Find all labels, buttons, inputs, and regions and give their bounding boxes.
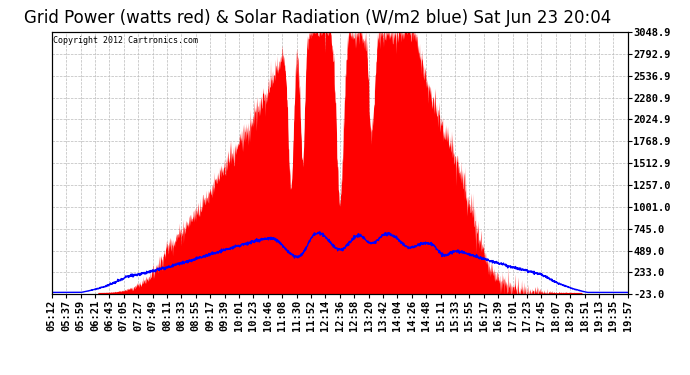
Text: Copyright 2012 Cartronics.com: Copyright 2012 Cartronics.com bbox=[53, 36, 198, 45]
Text: Grid Power (watts red) & Solar Radiation (W/m2 blue) Sat Jun 23 20:04: Grid Power (watts red) & Solar Radiation… bbox=[23, 9, 611, 27]
